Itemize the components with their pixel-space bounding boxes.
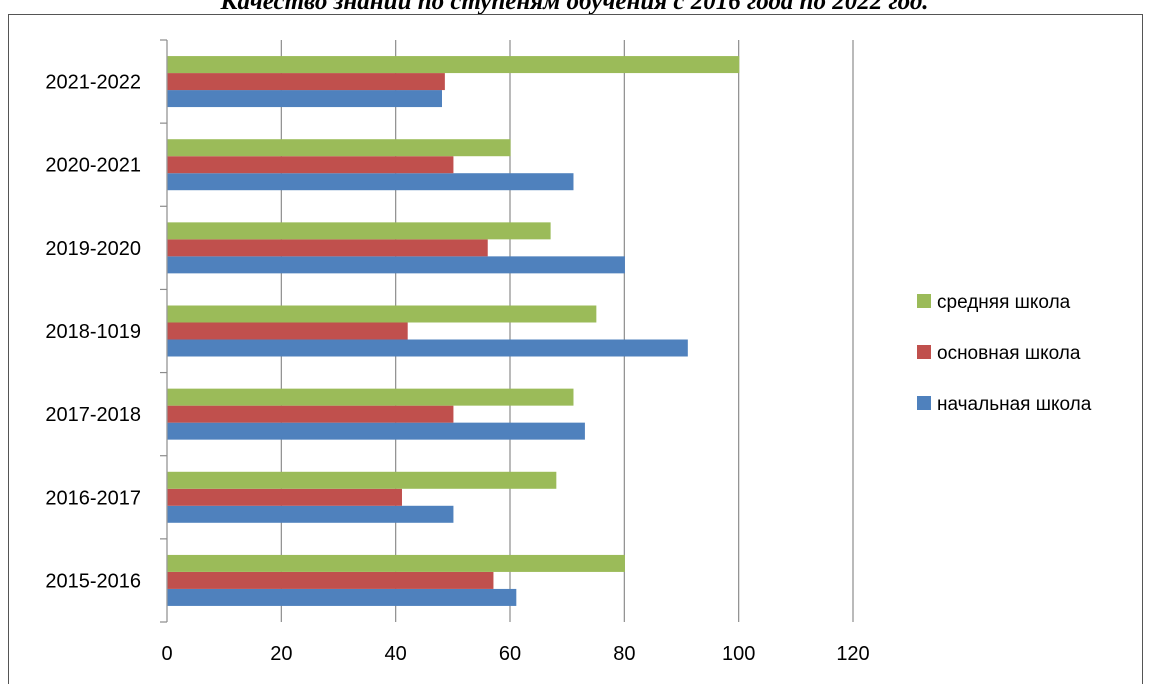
bar	[167, 488, 402, 506]
x-tick-label: 60	[499, 643, 521, 665]
legend-label: начальная школа	[937, 394, 1092, 415]
bar	[167, 156, 454, 174]
bar	[167, 322, 408, 340]
y-category-label: 2018-1019	[45, 321, 141, 343]
bar	[167, 471, 557, 489]
x-tick-label: 120	[836, 643, 869, 665]
x-tick-label: 0	[161, 643, 172, 665]
bar	[167, 388, 574, 406]
chart-frame	[8, 14, 1143, 684]
y-category-label: 2015-2016	[45, 570, 141, 592]
legend-label: основная школа	[937, 343, 1081, 364]
y-category-label: 2017-2018	[45, 404, 141, 426]
legend-swatch	[917, 345, 931, 359]
bar	[167, 405, 454, 423]
y-category-label: 2021-2022	[45, 72, 141, 94]
x-tick-label: 40	[385, 643, 407, 665]
bar	[167, 505, 454, 523]
y-category-label: 2019-2020	[45, 238, 141, 260]
bar	[167, 305, 597, 323]
bar	[167, 139, 511, 157]
y-category-label: 2020-2021	[45, 155, 141, 177]
bar	[167, 222, 551, 240]
bar	[167, 90, 442, 108]
bar	[167, 173, 574, 191]
x-tick-label: 80	[613, 643, 635, 665]
bar	[167, 554, 625, 572]
legend-swatch	[917, 396, 931, 410]
bar	[167, 588, 517, 606]
x-tick-label: 20	[270, 643, 292, 665]
legend-swatch	[917, 294, 931, 308]
bar	[167, 239, 488, 257]
bar	[167, 73, 445, 91]
bar	[167, 571, 494, 589]
bar	[167, 339, 688, 357]
bar	[167, 256, 625, 274]
chart-title: Качество знаний по ступеням обучения с 2…	[220, 0, 929, 15]
bar	[167, 56, 740, 74]
bar	[167, 422, 585, 440]
x-tick-label: 100	[722, 643, 755, 665]
legend-label: средняя школа	[937, 292, 1071, 313]
y-category-label: 2016-2017	[45, 487, 141, 509]
